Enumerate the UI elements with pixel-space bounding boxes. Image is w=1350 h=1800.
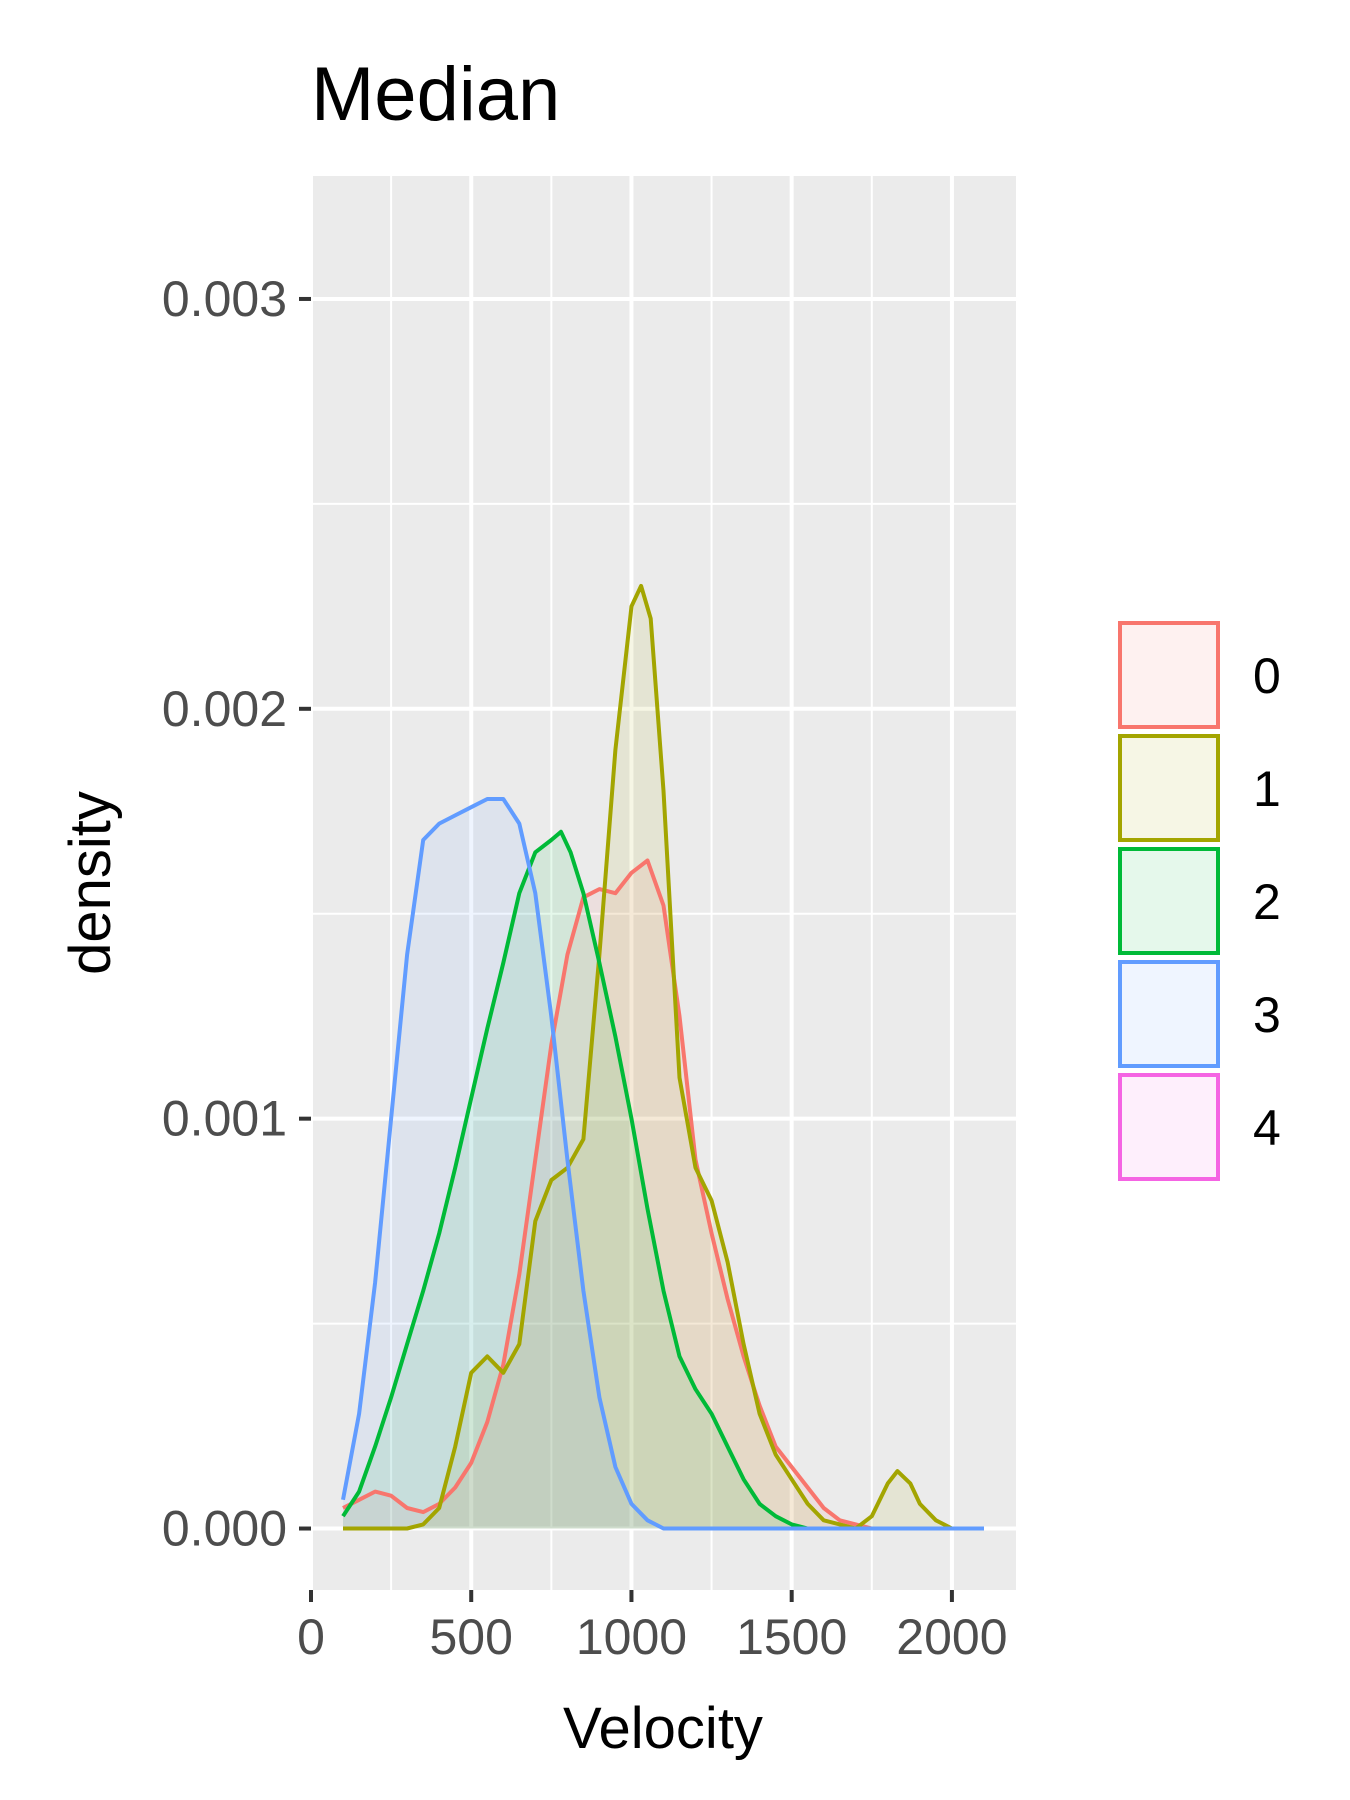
legend-key-3 [1118, 960, 1220, 1068]
density-area-0 [343, 860, 984, 1529]
legend-label-4: 4 [1253, 1100, 1281, 1156]
legend-key-1 [1118, 734, 1220, 842]
x-axis: 0 500 1000 1500 2000 [297, 1590, 1008, 1665]
plot-panel [311, 176, 1016, 1590]
legend: 0 1 2 3 4 [1118, 621, 1281, 1181]
density-line-2 [341, 829, 984, 1531]
y-tick-label: 0.000 [162, 1501, 287, 1557]
legend-label-1: 1 [1253, 761, 1281, 817]
y-tick-label: 0.002 [162, 681, 287, 737]
y-tick-label: 0.001 [162, 1091, 287, 1147]
x-tick-label: 500 [430, 1609, 513, 1665]
x-tick-label: 0 [297, 1609, 325, 1665]
density-line-3 [341, 797, 984, 1531]
y-tick-label: 0.003 [162, 271, 287, 327]
x-tick-label: 1000 [576, 1609, 687, 1665]
legend-key-2 [1118, 847, 1220, 955]
x-tick-label: 2000 [896, 1609, 1007, 1665]
x-tick-label: 1500 [736, 1609, 847, 1665]
density-area-1 [343, 585, 984, 1529]
legend-label-3: 3 [1253, 987, 1281, 1043]
y-axis-title: density [58, 791, 123, 975]
legend-label-2: 2 [1253, 874, 1281, 930]
gridlines [309, 176, 1016, 1590]
legend-key-0 [1118, 621, 1220, 729]
legend-label-0: 0 [1253, 648, 1281, 704]
legend-key-4 [1118, 1073, 1220, 1181]
density-line-1 [343, 583, 984, 1531]
x-axis-title: Velocity [563, 1696, 763, 1761]
density-lines [341, 583, 984, 1531]
y-axis: 0.000 0.001 0.002 0.003 [162, 271, 311, 1557]
chart-title: Median [311, 52, 560, 137]
density-area-3 [343, 799, 984, 1529]
